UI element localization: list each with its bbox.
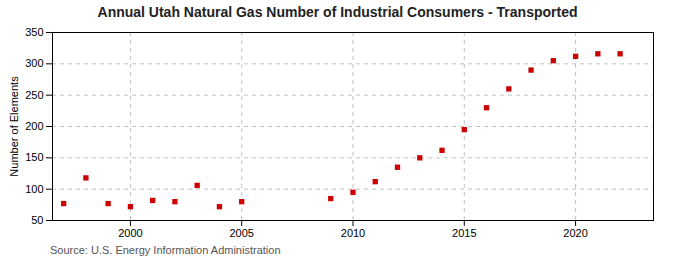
svg-text:350: 350 — [25, 26, 43, 38]
svg-text:2010: 2010 — [341, 227, 365, 239]
svg-text:Number of Elements: Number of Elements — [8, 76, 20, 177]
svg-text:150: 150 — [25, 151, 43, 163]
svg-text:2000: 2000 — [118, 227, 142, 239]
svg-text:200: 200 — [25, 120, 43, 132]
svg-text:2015: 2015 — [452, 227, 476, 239]
html-text:Source: U.S. Energy Informatio: Source: U.S. Energy Information Administ… — [50, 244, 281, 256]
svg-text:2005: 2005 — [229, 227, 253, 239]
svg-text:250: 250 — [25, 89, 43, 101]
html-text:Annual Utah Natural Gas Number: Annual Utah Natural Gas Number of Indust… — [97, 4, 578, 20]
svg-text:100: 100 — [25, 183, 43, 195]
svg-text:300: 300 — [25, 57, 43, 69]
svg-text:50: 50 — [31, 214, 43, 226]
svg-text:2020: 2020 — [563, 227, 587, 239]
